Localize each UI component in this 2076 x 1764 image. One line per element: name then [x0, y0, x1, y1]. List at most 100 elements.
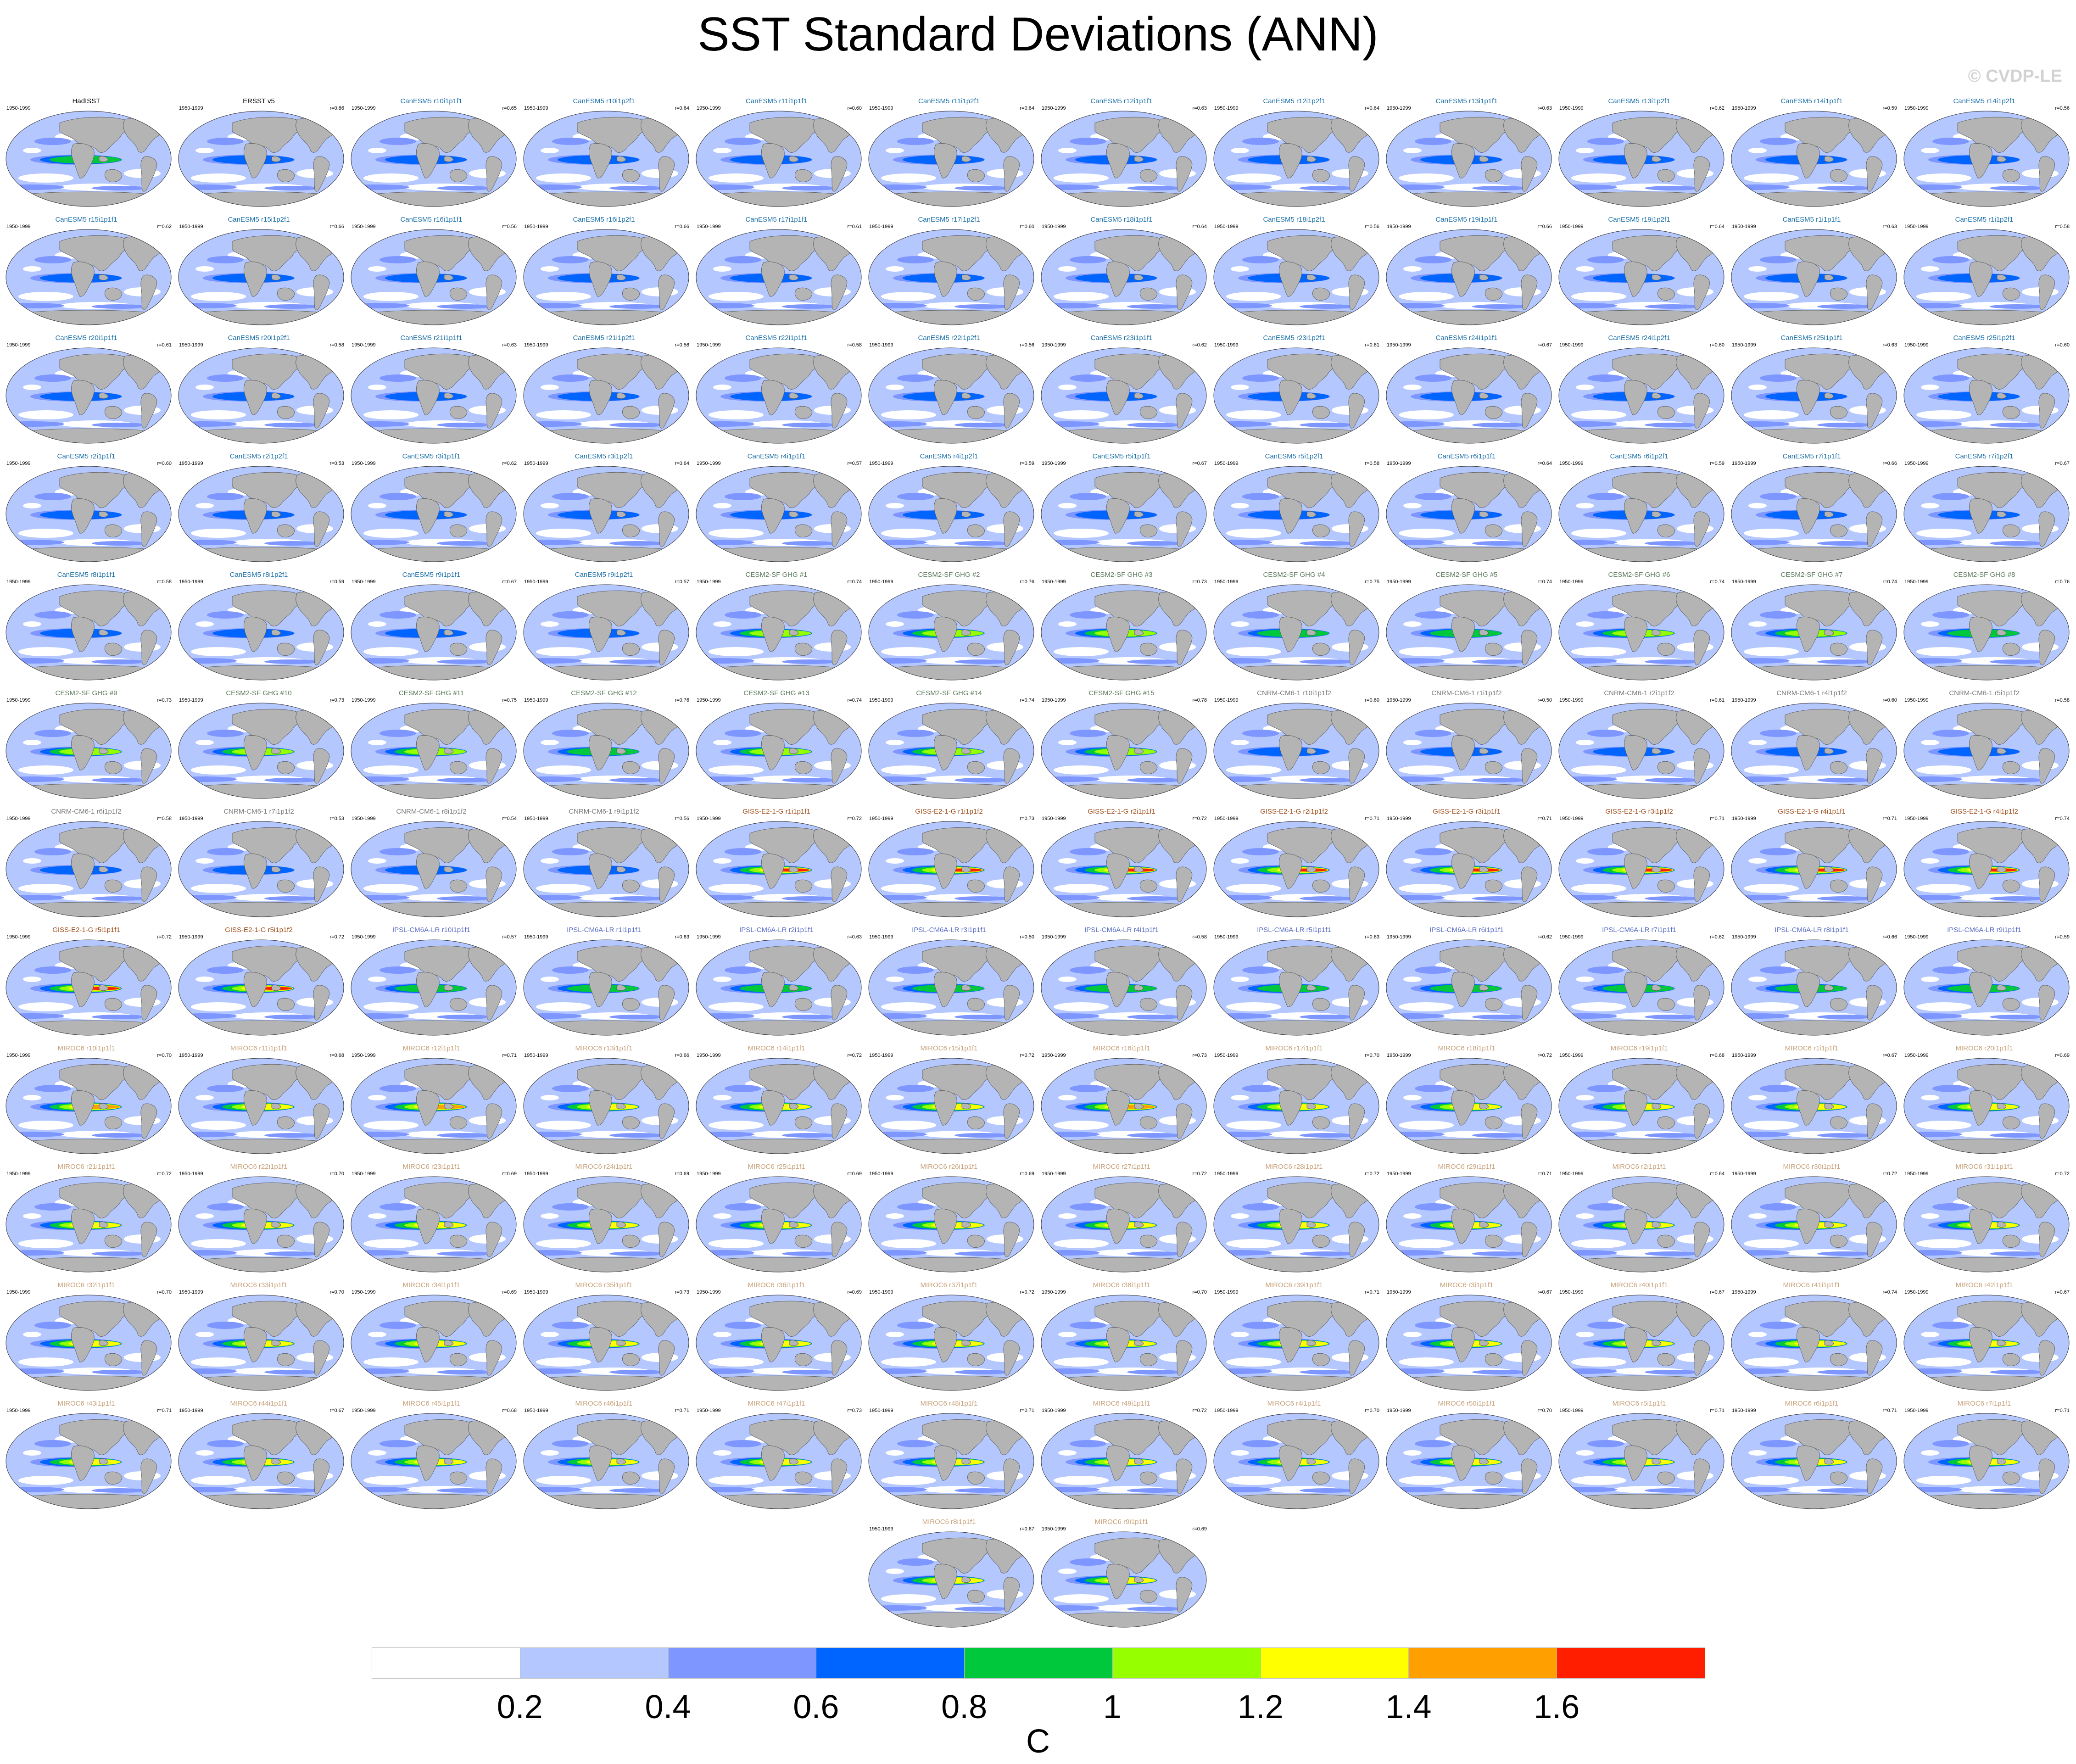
map-panel: CanESM5 r3i1p2f1 1950-1999 r=0.64	[518, 451, 690, 565]
sst-field	[869, 1177, 1034, 1272]
panel-title: CanESM5 r22i1p2f1	[918, 334, 980, 342]
map-panel: MIROC6 r33i1p1f1 1950-1999 r=0.70	[173, 1279, 345, 1394]
panel-period: 1950-1999	[352, 579, 376, 585]
sst-field	[6, 1295, 171, 1390]
sst-field	[696, 1177, 861, 1272]
panel-title: MIROC6 r20i1p1f1	[1955, 1044, 2013, 1052]
sst-map	[523, 584, 689, 681]
map-panel: MIROC6 r21i1p1f1 1950-1999 r=0.72	[0, 1161, 173, 1276]
sst-field	[1041, 348, 1206, 443]
sst-map	[868, 1176, 1034, 1273]
panel-period: 1950-1999	[869, 224, 893, 229]
sst-field	[696, 585, 861, 680]
map-panel: MIROC6 r16i1p1f1 1950-1999 r=0.73	[1035, 1043, 1208, 1157]
map-panel: MIROC6 r1i1p1f1 1950-1999 r=0.67	[1725, 1043, 1898, 1157]
panel-period: 1950-1999	[1042, 1171, 1066, 1177]
panel-correlation: r=0.59	[2055, 934, 2070, 940]
panel-title: CanESM5 r20i1p2f1	[228, 334, 290, 342]
panel-title: CanESM5 r22i1p1f1	[745, 334, 808, 342]
panel-period: 1950-1999	[1387, 1053, 1411, 1058]
sst-field	[1214, 348, 1379, 443]
sst-field	[1904, 1058, 2069, 1154]
panel-correlation: r=0.73	[1020, 816, 1035, 821]
sst-map	[868, 939, 1034, 1036]
panel-title: MIROC6 r45i1p1f1	[402, 1400, 460, 1407]
panel-period: 1950-1999	[1214, 224, 1239, 229]
sst-map	[6, 1176, 172, 1273]
sst-field	[179, 111, 344, 207]
panel-title: MIROC6 r15i1p1f1	[920, 1044, 978, 1052]
panel-title: CanESM5 r4i1p1f1	[747, 452, 806, 460]
panel-period: 1950-1999	[1559, 579, 1584, 585]
panel-correlation: r=0.62	[1537, 934, 1552, 940]
panel-period: 1950-1999	[1904, 106, 1929, 111]
panel-title: CanESM5 r23i1p1f1	[1090, 334, 1153, 342]
sst-field	[1559, 111, 1724, 207]
panel-period: 1950-1999	[352, 342, 376, 348]
panel-correlation: r=0.72	[1192, 816, 1207, 821]
panel-title: MIROC6 r39i1p1f1	[1265, 1281, 1323, 1289]
panel-title: CNRM-CM6-1 r9i1p1f2	[569, 808, 639, 815]
sst-field	[1386, 229, 1551, 325]
panel-title: CanESM5 r19i1p2f1	[1608, 216, 1670, 223]
panel-period: 1950-1999	[1732, 816, 1756, 821]
panel-period: 1950-1999	[352, 1408, 376, 1413]
sst-map	[178, 939, 344, 1036]
map-panel: CESM2-SF GHG #2 1950-1999 r=0.76	[863, 569, 1035, 684]
sst-map	[868, 1295, 1034, 1391]
sst-field	[1731, 348, 1897, 443]
map-panel: CanESM5 r24i1p1f1 1950-1999 r=0.67	[1380, 332, 1553, 447]
panel-correlation: r=0.76	[2055, 579, 2070, 585]
panel-title: CanESM5 r21i1p2f1	[573, 334, 635, 342]
sst-field	[351, 1058, 516, 1154]
panel-title: CanESM5 r6i1p1f1	[1437, 452, 1496, 460]
map-panel: CanESM5 r8i1p1f1 1950-1999 r=0.58	[0, 569, 173, 684]
sst-map	[523, 1176, 689, 1273]
sst-field	[1731, 1177, 1897, 1272]
sst-map	[1731, 466, 1897, 562]
sst-field	[869, 229, 1034, 325]
map-panel: CanESM5 r5i1p1f1 1950-1999 r=0.67	[1035, 451, 1208, 565]
map-panel: CanESM5 r25i1p2f1 1950-1999 r=0.60	[1898, 332, 2070, 447]
sst-map	[1386, 1176, 1552, 1273]
panel-title: MIROC6 r40i1p1f1	[1610, 1281, 1668, 1289]
sst-map	[6, 703, 172, 799]
panel-correlation: r=0.71	[1020, 1408, 1035, 1413]
panel-correlation: r=0.69	[675, 1171, 690, 1177]
sst-field	[1731, 1413, 1897, 1509]
sst-map	[178, 1058, 344, 1154]
colorbar-tick-label: 1.4	[1385, 1689, 1432, 1725]
panel-correlation: r=0.66	[675, 1053, 690, 1058]
panel-correlation: r=0.74	[1537, 579, 1552, 585]
panel-period: 1950-1999	[1387, 1408, 1411, 1413]
panel-period: 1950-1999	[524, 698, 548, 703]
panel-correlation: r=0.71	[1710, 1408, 1725, 1413]
sst-map	[1386, 466, 1552, 562]
panel-period: 1950-1999	[352, 698, 376, 703]
sst-field	[351, 940, 516, 1035]
map-panel: CanESM5 r16i1p1f1 1950-1999 r=0.56	[345, 214, 518, 329]
panel-period: 1950-1999	[6, 461, 31, 466]
panel-correlation: r=0.60	[157, 461, 172, 466]
panel-correlation: r=0.64	[675, 106, 690, 111]
panel-correlation: r=0.64	[1365, 106, 1380, 111]
sst-map	[351, 821, 517, 917]
panel-title: MIROC6 r33i1p1f1	[230, 1281, 288, 1289]
map-panel: CanESM5 r10i1p1f1 1950-1999 r=0.65	[345, 95, 518, 210]
sst-map	[696, 466, 862, 562]
panel-correlation: r=0.70	[157, 1290, 172, 1295]
panel-title: MIROC6 r16i1p1f1	[1093, 1044, 1150, 1052]
panel-title: MIROC6 r2i1p1f1	[1612, 1163, 1666, 1171]
map-panel: MIROC6 r30i1p1f1 1950-1999 r=0.72	[1725, 1161, 1898, 1276]
map-panel: MIROC6 r14i1p1f1 1950-1999 r=0.72	[690, 1043, 863, 1157]
panel-correlation: r=0.63	[1537, 106, 1552, 111]
sst-map	[178, 821, 344, 917]
panel-title: MIROC6 r48i1p1f1	[920, 1400, 978, 1407]
colorbar-box	[1112, 1647, 1261, 1679]
panel-title: CNRM-CM6-1 r1i1p1f2	[1431, 689, 1502, 697]
panel-title: CESM2-SF GHG #7	[1780, 571, 1843, 579]
panel-period: 1950-1999	[179, 1408, 203, 1413]
panel-period: 1950-1999	[1214, 816, 1239, 821]
panel-correlation: r=0.61	[1710, 698, 1725, 703]
panel-period: 1950-1999	[179, 1290, 203, 1295]
